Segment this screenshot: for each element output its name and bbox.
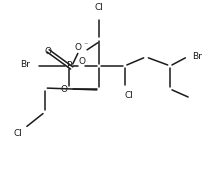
Text: Br: Br [20, 61, 30, 69]
Text: O: O [75, 43, 82, 52]
Text: P: P [66, 61, 71, 70]
Text: O: O [44, 48, 51, 56]
Text: Cl: Cl [125, 91, 134, 100]
Text: O: O [60, 85, 67, 94]
Text: Br: Br [192, 52, 202, 61]
Text: ⁻: ⁻ [83, 40, 88, 49]
Text: Cl: Cl [94, 3, 103, 12]
Text: Cl: Cl [13, 129, 22, 138]
Text: O: O [78, 57, 85, 66]
